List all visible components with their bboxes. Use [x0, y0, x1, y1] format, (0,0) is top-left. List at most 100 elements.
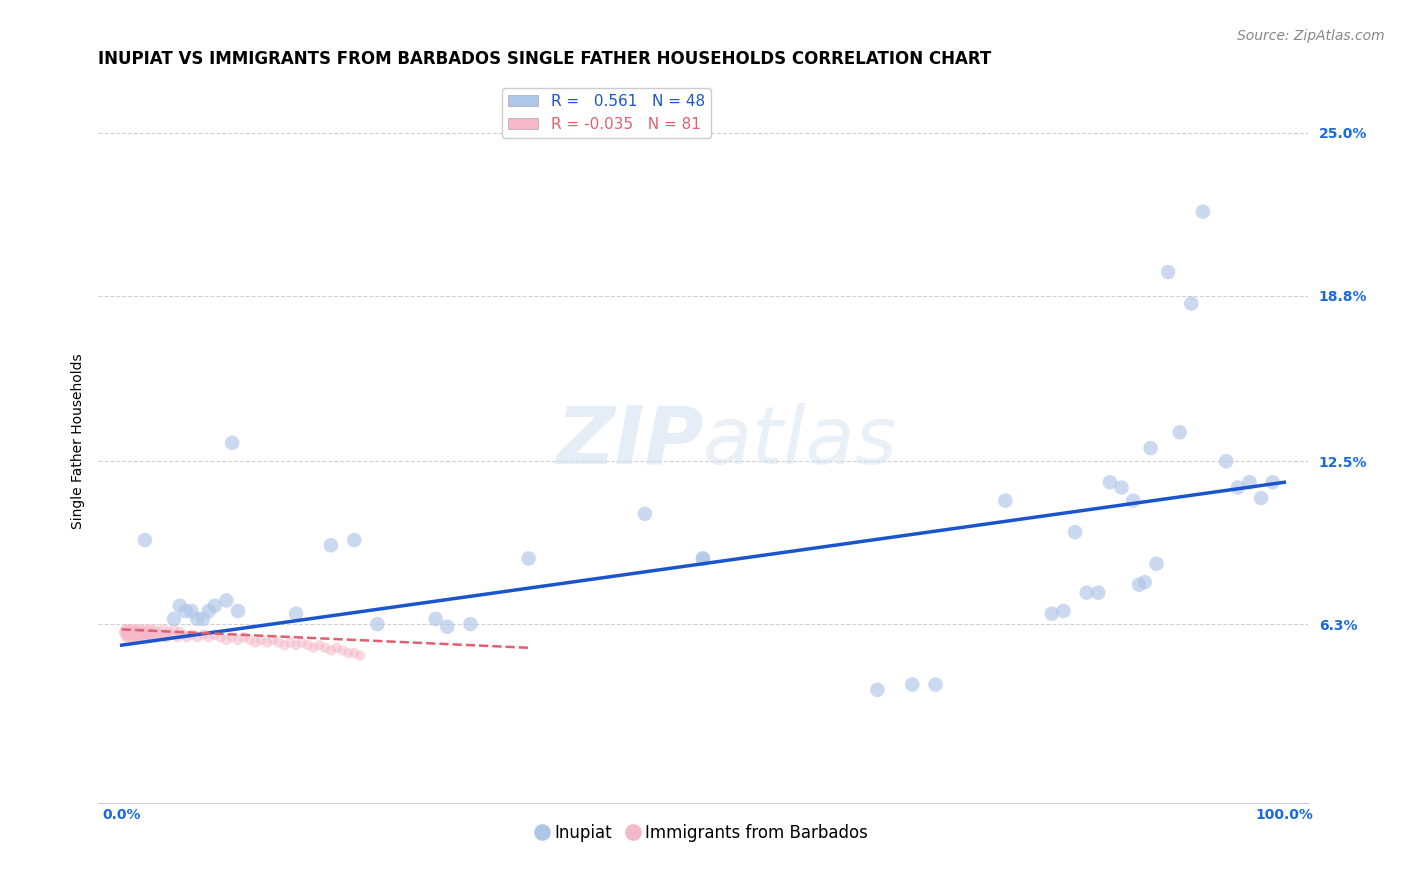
Point — [136, 625, 159, 640]
Point — [326, 640, 349, 655]
Point — [1052, 604, 1074, 618]
Point — [278, 635, 301, 649]
Point — [1168, 425, 1191, 440]
Point — [1111, 481, 1133, 495]
Point — [157, 625, 180, 640]
Point — [118, 630, 141, 644]
Point — [1133, 575, 1156, 590]
Point — [215, 632, 238, 647]
Point — [366, 617, 388, 632]
Point — [174, 604, 197, 618]
Point — [135, 630, 157, 644]
Point — [186, 612, 208, 626]
Point — [1157, 265, 1180, 279]
Point — [129, 623, 152, 637]
Point — [1215, 454, 1237, 468]
Point — [134, 623, 156, 637]
Point — [180, 627, 202, 641]
Point — [1250, 491, 1272, 505]
Point — [1239, 475, 1261, 490]
Point — [120, 630, 142, 644]
Point — [517, 551, 540, 566]
Point — [145, 630, 167, 644]
Point — [150, 627, 173, 641]
Point — [924, 677, 946, 691]
Point — [117, 623, 139, 637]
Point — [1122, 493, 1144, 508]
Point — [159, 627, 181, 641]
Point — [1192, 204, 1215, 219]
Point — [901, 677, 924, 691]
Point — [1226, 481, 1249, 495]
Point — [285, 638, 308, 652]
Point — [152, 623, 174, 637]
Point — [337, 646, 360, 660]
Point — [332, 643, 354, 657]
Point — [169, 599, 191, 613]
Point — [121, 623, 143, 637]
Point — [1064, 525, 1087, 540]
Point — [273, 638, 295, 652]
Point — [131, 630, 153, 644]
Point — [124, 625, 146, 640]
Point — [1098, 475, 1121, 490]
Point — [115, 625, 138, 640]
Point — [204, 599, 226, 613]
Point — [297, 638, 319, 652]
Point — [163, 612, 186, 626]
Point — [114, 627, 136, 641]
Point — [425, 612, 447, 626]
Point — [134, 533, 156, 547]
Point — [143, 623, 166, 637]
Point — [138, 627, 160, 641]
Point — [215, 593, 238, 607]
Text: INUPIAT VS IMMIGRANTS FROM BARBADOS SINGLE FATHER HOUSEHOLDS CORRELATION CHART: INUPIAT VS IMMIGRANTS FROM BARBADOS SING… — [98, 50, 991, 68]
Point — [118, 625, 141, 640]
Point — [692, 551, 714, 566]
Point — [112, 625, 135, 640]
Point — [180, 604, 202, 618]
Point — [267, 635, 290, 649]
Point — [221, 435, 243, 450]
Point — [1087, 585, 1109, 599]
Point — [285, 607, 308, 621]
Point — [115, 630, 138, 644]
Point — [139, 630, 162, 644]
Point — [1139, 441, 1161, 455]
Point — [191, 612, 214, 626]
Point — [124, 623, 146, 637]
Point — [262, 632, 284, 647]
Point — [118, 627, 141, 641]
Point — [1180, 296, 1202, 310]
Point — [121, 627, 143, 641]
Point — [172, 627, 194, 641]
Point — [138, 623, 160, 637]
Point — [148, 625, 170, 640]
Point — [125, 623, 148, 637]
Point — [117, 627, 139, 641]
Point — [191, 627, 214, 641]
Point — [245, 635, 267, 649]
Point — [128, 625, 150, 640]
Point — [127, 630, 149, 644]
Text: Source: ZipAtlas.com: Source: ZipAtlas.com — [1237, 29, 1385, 43]
Point — [163, 623, 186, 637]
Point — [118, 623, 141, 637]
Point — [256, 635, 278, 649]
Point — [141, 625, 163, 640]
Point — [114, 623, 136, 637]
Point — [994, 493, 1017, 508]
Point — [132, 627, 155, 641]
Point — [1261, 475, 1284, 490]
Point — [308, 638, 330, 652]
Point — [291, 635, 314, 649]
Point — [204, 627, 226, 641]
Point — [250, 632, 273, 647]
Point — [634, 507, 657, 521]
Point — [239, 632, 262, 647]
Point — [319, 538, 342, 552]
Point — [314, 640, 336, 655]
Point — [122, 625, 145, 640]
Point — [128, 627, 150, 641]
Y-axis label: Single Father Households: Single Father Households — [70, 354, 84, 529]
